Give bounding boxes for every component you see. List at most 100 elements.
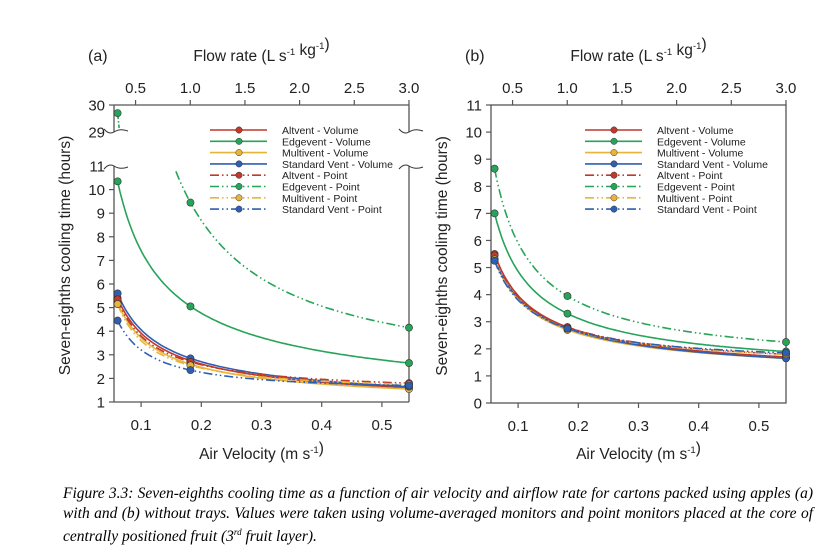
y-tick-label: 8 [97, 229, 105, 246]
series-line [493, 255, 786, 355]
data-point [186, 198, 195, 207]
legend-entry: Multivent - Point [282, 193, 357, 205]
legend-entry: Edgevent - Point [282, 182, 360, 194]
x-tick-label: 0.3 [628, 418, 649, 435]
y-tick-label: 30 [88, 98, 105, 115]
series-line [116, 303, 409, 386]
series-line [493, 213, 786, 353]
caption-text: Figure 3.3: Seven-eighths cooling time a… [63, 485, 813, 546]
x-tick-label: 0.4 [688, 418, 709, 435]
x-axis-label: Air Velocity (m s-1) [199, 440, 324, 463]
x-tick-label: 0.5 [748, 418, 769, 435]
legend-entry: Edgevent - Volume [282, 136, 371, 148]
y-axis-label: Seven-eighths cooling time (hours) [434, 136, 451, 376]
legend-swatch-marker [235, 126, 243, 134]
legend-swatch-marker [610, 137, 618, 145]
y-tick-label: 1 [97, 395, 105, 412]
top-tick-label: 2.0 [666, 80, 687, 97]
top-tick-label: 3.0 [399, 80, 420, 97]
y-tick-label: 6 [97, 277, 105, 294]
x-tick-label: 0.2 [191, 417, 212, 434]
data-point [186, 302, 195, 311]
top-tick-label: 1.5 [235, 80, 256, 97]
legend-swatch-marker [610, 149, 618, 157]
x-axis-label: Air Velocity (m s-1) [576, 440, 701, 463]
legend-swatch-marker [610, 183, 618, 190]
top-axis-label: Flow rate (L s-1 kg-1) [570, 36, 706, 65]
series-line [116, 320, 409, 387]
y-tick-label: 0 [474, 396, 482, 413]
legend-swatch-marker [235, 160, 243, 168]
legend-swatch-marker [235, 137, 243, 145]
panel-a: (a) Flow rate (L s-1 kg-1) Air Velocity (m… [57, 36, 424, 463]
series-line [116, 293, 409, 388]
legend-entry: Altvent - Point [282, 170, 347, 182]
data-point [490, 256, 499, 265]
data-point [490, 209, 499, 218]
legend-entry: Standard Vent - Volume [657, 159, 768, 171]
legend-swatch-marker [235, 183, 243, 190]
y-axis-label: Seven-eighths cooling time (hours) [57, 136, 74, 376]
figure: (a) Flow rate (L s-1 kg-1) Air Velocity (m… [57, 36, 796, 463]
figure-caption: Figure 3.3: Seven-eighths cooling time a… [63, 484, 813, 547]
legend-swatch-marker [610, 126, 618, 134]
legend-swatch-marker [235, 205, 243, 213]
series-line [493, 259, 786, 360]
legend-swatch-marker [610, 205, 618, 213]
x-tick-label: 0.5 [371, 417, 392, 434]
data-point [113, 316, 122, 325]
legend-entry: Standard Vent - Point [282, 204, 382, 216]
y-tick-label: 29 [88, 125, 105, 142]
series-line [493, 168, 786, 343]
y-tick-label: 10 [465, 125, 482, 142]
legend-swatch-marker [610, 171, 618, 179]
y-tick-label: 1 [474, 368, 482, 385]
top-tick-label: 3.0 [776, 80, 797, 97]
data-point [113, 300, 122, 308]
y-tick-label: 4 [97, 324, 105, 341]
y-tick-label: 5 [97, 300, 105, 317]
legend-entry: Altvent - Point [657, 170, 722, 182]
series-line [116, 298, 409, 384]
y-tick-label: 4 [474, 287, 482, 304]
y-tick-label: 10 [88, 182, 105, 199]
series-line [116, 297, 409, 389]
top-tick-label: 1.0 [557, 80, 578, 97]
y-tick-label: 6 [474, 233, 482, 250]
series-line [493, 259, 786, 355]
panel-b: (b) Flow rate (L s-1 kg-1) Air Velocity (m… [434, 36, 796, 463]
legend-entry: Multivent - Point [657, 193, 732, 205]
legend-swatch-marker [235, 194, 243, 202]
top-tick-label: 0.5 [125, 80, 146, 97]
axis-break-mark [103, 128, 129, 134]
x-tick-label: 0.4 [311, 417, 332, 434]
data-point [186, 366, 195, 375]
y-tick-label: 3 [97, 347, 105, 364]
series-line [175, 171, 409, 329]
data-point [405, 359, 413, 367]
series-line [493, 253, 786, 358]
y-tick-label: 3 [474, 314, 482, 331]
data-point [113, 177, 122, 186]
y-tick-label: 2 [474, 341, 482, 358]
top-tick-label: 1.5 [612, 80, 633, 97]
data-point [563, 292, 572, 300]
data-point [490, 164, 499, 173]
axis-break-mark [103, 164, 129, 170]
data-point [405, 323, 413, 332]
x-tick-label: 0.1 [508, 418, 529, 435]
caption-superscript: rd [233, 527, 242, 537]
y-tick-label: 7 [97, 253, 105, 270]
legend-entry: Multivent - Volume [657, 148, 744, 160]
y-tick-label: 9 [97, 206, 105, 223]
top-tick-label: 2.0 [289, 80, 310, 97]
top-tick-label: 2.5 [344, 80, 365, 97]
legend-entry: Standard Vent - Volume [282, 159, 393, 171]
legend-swatch-marker [235, 171, 243, 179]
axis-break-mark [398, 164, 424, 170]
top-tick-label: 1.0 [180, 80, 201, 97]
data-point [563, 309, 572, 318]
data-point [113, 109, 122, 117]
